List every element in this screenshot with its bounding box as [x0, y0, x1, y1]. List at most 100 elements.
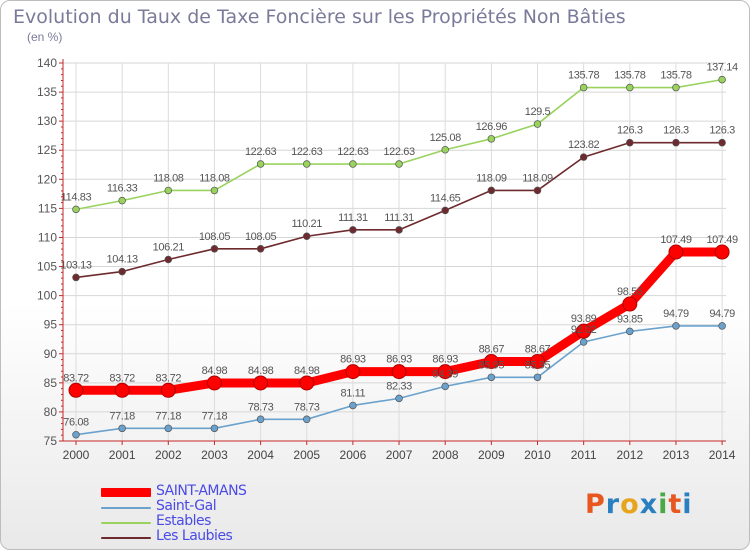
data-label-les-laubies: 126.3	[663, 125, 689, 137]
data-label-les-laubies: 111.31	[338, 212, 368, 224]
data-point-saint-gal	[349, 401, 357, 410]
x-tick-label: 2010	[524, 448, 551, 462]
data-label-saint-gal: 77.18	[109, 410, 135, 422]
data-label-les-laubies: 114.65	[430, 192, 461, 204]
data-label-estables: 118.08	[153, 172, 184, 184]
data-point-les-laubies	[118, 267, 126, 276]
legend-label: SAINT-AMANS	[156, 483, 247, 499]
y-tick-label: 90	[44, 347, 58, 361]
logo-letter: i	[658, 489, 669, 520]
data-label-saint-gal: 82.33	[386, 380, 412, 392]
legend-label: Saint-Gal	[156, 498, 217, 514]
y-tick-label: 135	[37, 85, 57, 99]
data-label-les-laubies: 118.09	[476, 172, 507, 184]
data-point-saint-amans	[437, 364, 453, 380]
data-point-estables	[533, 120, 542, 128]
data-point-les-laubies	[441, 206, 449, 215]
data-label-estables: 125.08	[430, 132, 462, 144]
y-tick-label: 115	[38, 201, 57, 215]
data-label-les-laubies: 104.13	[107, 254, 139, 266]
data-point-les-laubies	[487, 186, 496, 195]
data-point-saint-amans	[576, 323, 592, 339]
data-point-saint-gal	[210, 424, 219, 433]
data-label-estables: 114.83	[61, 191, 92, 203]
data-point-saint-amans	[345, 364, 361, 380]
data-point-estables	[441, 146, 449, 154]
y-tick-label: 80	[44, 405, 58, 419]
data-label-les-laubies: 103.13	[60, 259, 92, 271]
line-chart: 75 80 85 90 95 100 105 110 115 120 125 130 135 140 200…	[37, 56, 738, 462]
x-tick-label: 2012	[616, 448, 643, 462]
data-point-estables	[210, 186, 219, 195]
data-label-saint-amans: 86.93	[432, 354, 458, 366]
x-tick-label: 2014	[709, 448, 736, 462]
data-point-saint-amans	[714, 244, 730, 260]
data-label-estables: 135.78	[660, 70, 692, 82]
y-tick-label: 130	[37, 114, 57, 128]
data-point-saint-gal	[533, 373, 542, 382]
data-label-saint-gal: 81.11	[341, 387, 366, 399]
legend-label: Estables	[156, 513, 211, 529]
data-label-estables: 118.08	[199, 172, 230, 184]
legend-label: Les Laubies	[156, 528, 233, 544]
data-label-estables: 126.96	[476, 121, 508, 133]
x-tick-label: 2002	[155, 448, 182, 462]
data-point-les-laubies	[626, 138, 634, 147]
data-label-saint-amans: 83.72	[109, 372, 135, 384]
data-label-saint-amans: 107.49	[706, 234, 738, 246]
data-label-les-laubies: 123.82	[568, 139, 600, 151]
logo-letter: P	[585, 489, 606, 520]
data-label-saint-amans: 107.49	[660, 234, 692, 246]
x-tick-label: 2000	[63, 448, 90, 462]
data-point-estables	[672, 83, 680, 92]
data-point-estables	[626, 83, 634, 92]
data-label-estables: 122.63	[291, 146, 323, 158]
data-label-saint-gal: 77.18	[156, 410, 182, 422]
data-point-estables	[303, 160, 311, 168]
data-label-saint-amans: 86.93	[386, 354, 412, 366]
data-label-les-laubies: 106.21	[153, 242, 185, 254]
x-tick-label: 2013	[663, 448, 690, 462]
data-label-saint-amans: 98.55	[617, 286, 643, 298]
data-point-saint-amans	[622, 296, 638, 312]
data-point-saint-amans	[483, 354, 499, 370]
logo-letter: i	[682, 489, 693, 520]
data-point-saint-gal	[718, 322, 726, 330]
data-point-les-laubies	[533, 186, 542, 195]
data-label-saint-amans: 84.98	[202, 365, 228, 377]
data-label-saint-gal: 78.73	[294, 401, 320, 413]
data-label-saint-amans: 84.98	[294, 365, 320, 377]
data-label-estables: 137.14	[706, 62, 738, 74]
logo-letter: o	[620, 489, 640, 520]
data-label-les-laubies: 110.21	[292, 218, 323, 230]
data-point-les-laubies	[718, 138, 726, 147]
data-point-estables	[118, 196, 126, 205]
data-label-estables: 122.63	[337, 146, 369, 158]
data-point-saint-gal	[118, 424, 126, 433]
data-point-estables	[72, 205, 80, 214]
data-label-saint-gal: 77.18	[202, 410, 228, 422]
data-label-saint-amans: 93.89	[571, 313, 597, 325]
x-tick-label: 2011	[571, 448, 597, 462]
logo-letter: x	[639, 489, 659, 520]
x-tick-label: 2004	[247, 448, 274, 462]
data-point-saint-gal	[303, 415, 311, 424]
data-point-saint-amans	[114, 382, 130, 398]
data-point-saint-gal	[164, 424, 173, 433]
data-point-les-laubies	[256, 245, 265, 253]
data-label-saint-gal: 94.79	[663, 308, 689, 320]
x-tick-label: 2005	[293, 448, 320, 462]
x-tick-label: 2006	[340, 448, 367, 462]
legend-swatch	[101, 507, 151, 509]
data-label-saint-amans: 86.93	[340, 354, 366, 366]
data-point-saint-amans	[391, 364, 407, 380]
data-label-saint-gal: 92.02	[571, 324, 597, 336]
data-point-estables	[349, 160, 357, 168]
x-tick-label: 2008	[432, 448, 459, 462]
data-point-estables	[579, 83, 588, 92]
data-point-saint-amans	[253, 375, 269, 391]
data-point-les-laubies	[72, 273, 80, 282]
unit-label: (en %)	[27, 30, 63, 44]
y-tick-label: 95	[44, 318, 58, 332]
data-label-estables: 129.5	[525, 106, 551, 118]
